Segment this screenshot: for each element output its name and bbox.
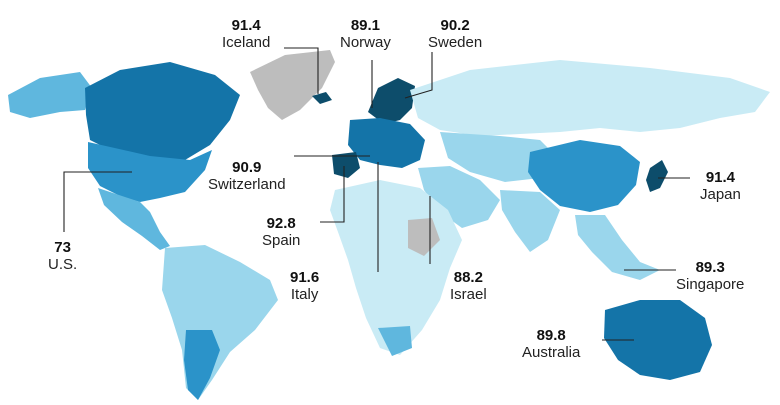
callout-japan: 91.4 Japan <box>700 169 741 203</box>
callout-spain: 92.8 Spain <box>262 215 301 249</box>
region-southeast-asia <box>575 215 660 280</box>
callout-name: Norway <box>340 33 391 51</box>
callout-israel: 88.2 Israel <box>450 269 487 303</box>
region-china <box>528 140 640 212</box>
region-greenland <box>250 50 335 120</box>
callout-name: U.S. <box>48 255 78 273</box>
callout-value: 89.1 <box>350 17 381 34</box>
callout-singapore: 89.3 Singapore <box>676 259 745 293</box>
callout-name: Japan <box>700 185 741 203</box>
callout-value: 90.2 <box>440 17 470 34</box>
callout-us: 73 U.S. <box>48 239 78 273</box>
region-australia <box>604 300 712 380</box>
region-middle-east <box>418 166 500 228</box>
callout-value: 73 <box>54 239 71 256</box>
callout-sweden: 90.2 Sweden <box>428 17 483 51</box>
region-us <box>88 142 212 202</box>
callout-value: 92.8 <box>266 215 296 232</box>
leader-iceland <box>284 47 319 94</box>
region-scandinavia <box>368 78 415 124</box>
region-south-america <box>162 245 278 400</box>
leader-sweden <box>404 52 433 99</box>
callout-value: 91.4 <box>231 17 261 34</box>
region-mexico <box>98 188 170 250</box>
callout-italy: 91.6 Italy <box>290 269 320 303</box>
region-south-africa <box>378 326 412 356</box>
callout-name: Singapore <box>676 275 745 293</box>
callout-australia: 89.8 Australia <box>522 327 581 361</box>
callout-name: Israel <box>450 285 487 303</box>
callout-name: Spain <box>262 231 301 249</box>
region-alaska <box>8 72 92 118</box>
callout-value: 88.2 <box>453 269 483 286</box>
callout-norway: 89.1 Norway <box>340 17 391 51</box>
callout-value: 89.8 <box>536 327 566 344</box>
region-canada <box>85 62 240 160</box>
region-iceland <box>312 92 332 104</box>
region-india <box>500 190 560 252</box>
callout-switzerland: 90.9 Switzerland <box>208 159 286 193</box>
region-sudan <box>408 218 440 256</box>
callout-name: Iceland <box>222 33 271 51</box>
region-japan <box>646 160 668 192</box>
callout-name: Switzerland <box>208 175 286 193</box>
callout-value: 91.6 <box>290 269 320 286</box>
callout-value: 90.9 <box>232 159 262 176</box>
callout-value: 89.3 <box>695 259 725 276</box>
region-russia <box>410 60 770 136</box>
region-iberia <box>332 152 360 178</box>
callout-name: Italy <box>290 285 319 303</box>
leader-spain <box>320 166 345 223</box>
region-europe <box>348 118 425 168</box>
callout-iceland: 91.4 Iceland <box>222 17 271 51</box>
region-chile-argentina <box>184 330 220 400</box>
leader-us <box>63 171 132 232</box>
callout-name: Australia <box>522 343 581 361</box>
callout-value: 91.4 <box>705 169 736 186</box>
callout-name: Sweden <box>428 33 483 51</box>
